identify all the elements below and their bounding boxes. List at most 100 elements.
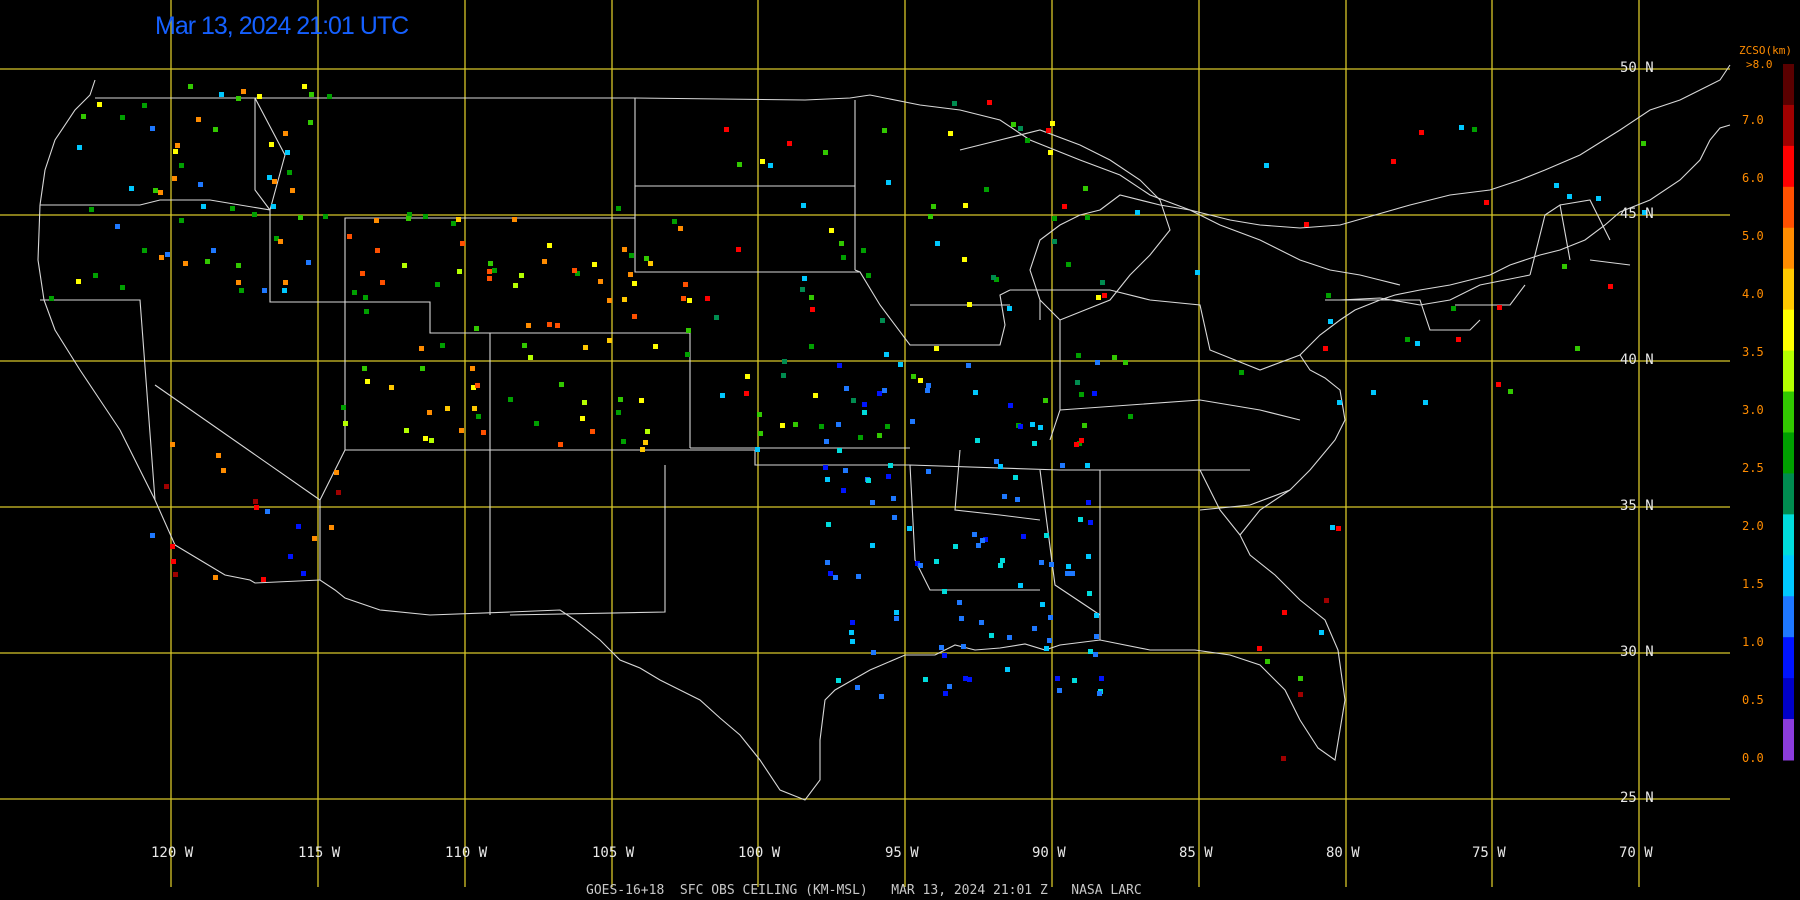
station-marker: [991, 275, 996, 280]
station-marker: [598, 279, 603, 284]
colorbar-tick-label: 0.0: [1742, 751, 1764, 765]
station-marker: [534, 421, 539, 426]
station-marker: [1112, 355, 1117, 360]
station-marker: [910, 419, 915, 424]
station-marker: [819, 424, 824, 429]
station-marker: [948, 131, 953, 136]
station-marker: [179, 163, 184, 168]
station-marker: [1257, 646, 1262, 651]
station-marker: [49, 296, 54, 301]
station-marker: [967, 677, 972, 682]
station-marker: [1077, 441, 1082, 446]
station-marker: [618, 397, 623, 402]
station-marker: [375, 248, 380, 253]
station-marker: [81, 114, 86, 119]
station-marker: [632, 281, 637, 286]
station-marker: [1097, 691, 1102, 696]
station-marker: [607, 298, 612, 303]
station-marker: [522, 343, 527, 348]
station-marker: [823, 150, 828, 155]
station-marker: [590, 429, 595, 434]
station-marker: [429, 438, 434, 443]
station-marker: [77, 145, 82, 150]
station-marker: [1083, 186, 1088, 191]
station-marker: [1128, 414, 1133, 419]
colorbar-title: ZCSO(km): [1739, 44, 1792, 57]
station-marker: [76, 279, 81, 284]
station-marker: [850, 620, 855, 625]
station-marker: [1086, 554, 1091, 559]
station-marker: [885, 424, 890, 429]
station-marker: [1085, 463, 1090, 468]
station-marker: [301, 571, 306, 576]
station-marker: [891, 496, 896, 501]
station-marker: [236, 280, 241, 285]
station-marker: [404, 428, 409, 433]
station-marker: [115, 224, 120, 229]
station-marker: [1575, 346, 1580, 351]
station-marker: [1094, 613, 1099, 618]
station-marker: [925, 388, 930, 393]
station-marker: [519, 273, 524, 278]
station-marker: [158, 190, 163, 195]
station-marker: [558, 442, 563, 447]
station-marker: [823, 465, 828, 470]
station-marker: [1002, 494, 1007, 499]
station-marker: [787, 141, 792, 146]
station-marker: [877, 433, 882, 438]
colorbar-segment: [1783, 350, 1794, 393]
station-marker: [457, 269, 462, 274]
station-marker: [423, 436, 428, 441]
station-marker: [285, 150, 290, 155]
station-marker: [744, 391, 749, 396]
longitude-label: 80 W: [1326, 845, 1360, 861]
station-marker: [216, 453, 221, 458]
station-marker: [809, 295, 814, 300]
station-marker: [1326, 293, 1331, 298]
station-marker: [1011, 122, 1016, 127]
station-marker: [1456, 337, 1461, 342]
station-marker: [686, 328, 691, 333]
station-marker: [714, 315, 719, 320]
station-marker: [976, 543, 981, 548]
station-marker: [1086, 500, 1091, 505]
station-marker: [308, 120, 313, 125]
station-marker: [142, 248, 147, 253]
station-marker: [219, 92, 224, 97]
station-marker: [374, 218, 379, 223]
station-marker: [836, 422, 841, 427]
station-marker: [451, 221, 456, 226]
station-marker: [911, 374, 916, 379]
station-marker: [757, 412, 762, 417]
station-marker: [1324, 598, 1329, 603]
station-marker: [1554, 183, 1559, 188]
station-marker: [1066, 262, 1071, 267]
station-marker: [363, 295, 368, 300]
colorbar-segment: [1783, 227, 1794, 270]
colorbar-tick-label: 6.0: [1742, 171, 1764, 185]
station-marker: [882, 388, 887, 393]
station-marker: [476, 414, 481, 419]
station-marker: [547, 243, 552, 248]
station-marker: [685, 352, 690, 357]
colorbar-segment: [1783, 678, 1794, 720]
station-marker: [1405, 337, 1410, 342]
station-marker: [1282, 610, 1287, 615]
station-marker: [632, 314, 637, 319]
station-marker: [998, 563, 1003, 568]
station-marker: [849, 630, 854, 635]
station-marker: [858, 435, 863, 440]
station-marker: [877, 391, 882, 396]
station-marker: [1079, 392, 1084, 397]
station-marker: [1596, 196, 1601, 201]
station-marker: [855, 685, 860, 690]
station-marker: [173, 149, 178, 154]
station-marker: [687, 298, 692, 303]
station-marker: [1038, 425, 1043, 430]
station-marker: [1567, 194, 1572, 199]
station-marker: [582, 400, 587, 405]
station-marker: [841, 255, 846, 260]
colorbar-segment: [1783, 432, 1794, 474]
station-marker: [150, 533, 155, 538]
